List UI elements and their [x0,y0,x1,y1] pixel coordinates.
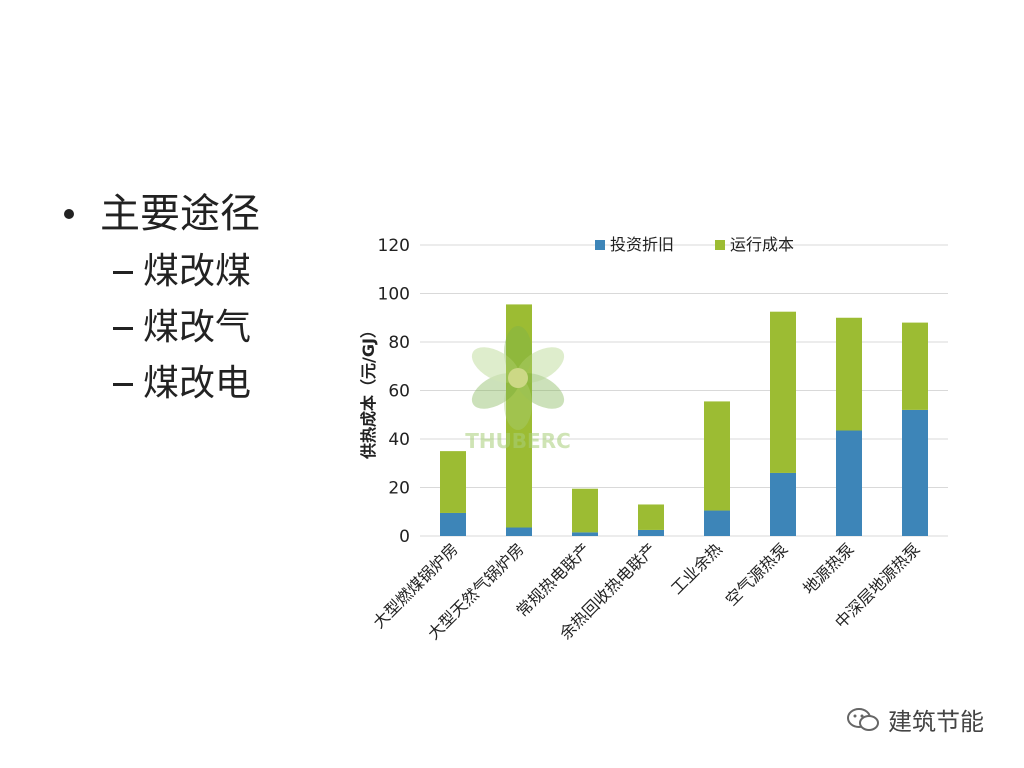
bullet-main-text: 主要途径 [100,191,260,237]
sub-bullet-item: 煤改电 [113,356,260,412]
y-axis-title: 供热成本（元/GJ） [359,322,378,460]
bar-segment [440,512,466,536]
bar-segment [836,430,862,536]
sub-bullet-item: 煤改煤 [113,244,260,300]
legend-label: 投资折旧 [610,235,674,254]
bar-segment [704,401,730,511]
x-category-label: 工业余热 [667,539,726,598]
y-tick-label: 80 [388,333,410,353]
y-tick-label: 40 [388,430,410,450]
stacked-bar-chart: 0 20 40 60 80 100 120 供热成本（元/GJ） 大型燃煤锅炉房 大型天然气锅炉房… [340,225,980,705]
y-tick-label: 120 [378,236,410,256]
y-tick-label: 60 [388,382,410,402]
sub-bullet-text: 煤改电 [143,363,252,404]
bar-segment [770,472,796,536]
watermark-text: THUBERC [465,429,571,453]
bar-segment [572,488,598,533]
brand-footer: 建筑节能 [846,702,984,737]
bar-segment [704,510,730,536]
bullet-dot-icon [64,209,74,219]
dash-icon [113,382,133,386]
bar-segment [440,451,466,513]
bar-segment [506,527,532,536]
dash-icon [113,270,133,274]
bar-segment [902,322,928,410]
bar-segment [770,311,796,473]
y-tick-label: 0 [399,527,410,547]
brand-name: 建筑节能 [888,708,984,736]
bar-segment [506,304,532,528]
bar-segment [836,317,862,431]
chart-svg: 020406080100120供热成本（元/GJ）大型燃煤锅炉房大型天然气锅炉房… [359,235,948,643]
bullet-main: 主要途径 [58,188,260,240]
wechat-icon [847,707,879,731]
x-category-label: 地源热泵 [799,539,858,598]
sub-bullet-text: 煤改气 [143,307,252,348]
bar-segment [572,532,598,536]
bar-segment [638,504,664,530]
sub-bullet-item: 煤改气 [113,300,260,356]
sub-bullet-text: 煤改煤 [143,251,252,292]
y-tick-label: 20 [388,479,410,499]
legend-swatch [715,240,725,250]
bar-segment [638,529,664,536]
y-tick-label: 100 [378,285,410,305]
dash-icon [113,326,133,330]
legend-swatch [595,240,605,250]
flower-logo-icon: THUBERC [465,326,571,453]
thuberc-watermark: THUBERC [448,320,588,460]
x-category-label: 空气源热泵 [722,539,792,609]
bullet-list: 主要途径 煤改煤 煤改气 煤改电 [58,188,260,412]
bar-segment [902,409,928,536]
legend-label: 运行成本 [730,235,794,254]
sub-bullet-list: 煤改煤 煤改气 煤改电 [113,244,260,412]
